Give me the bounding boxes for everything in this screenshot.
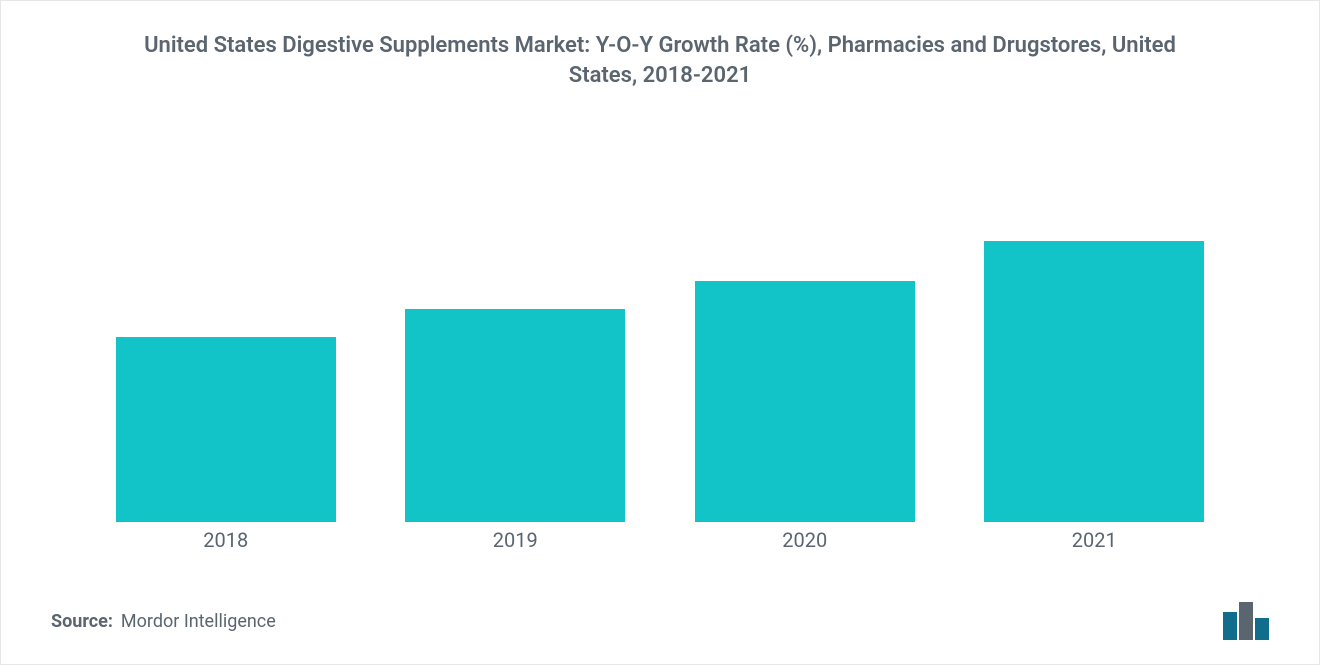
bar-slot [950,120,1240,522]
x-labels-wrap: 2018 2019 2020 2021 [81,522,1239,562]
logo-bar [1255,618,1269,640]
x-label: 2021 [950,522,1240,552]
source-line: Source: Mordor Intelligence [51,611,276,632]
bar-2020 [695,281,915,522]
bar-slot [660,120,950,522]
chart-container: United States Digestive Supplements Mark… [0,0,1320,665]
x-label: 2019 [371,522,661,552]
bar-slot [81,120,371,522]
plot-area: 2018 2019 2020 2021 [51,120,1269,562]
logo-bar [1239,602,1253,640]
x-label: 2018 [81,522,371,552]
footer: Source: Mordor Intelligence [51,572,1269,644]
source-value: Mordor Intelligence [121,611,276,632]
logo-bar [1223,612,1237,640]
brand-logo-icon [1223,602,1269,640]
bar-2018 [116,337,336,522]
bar-2019 [405,309,625,522]
bar-slot [371,120,661,522]
bar-2021 [984,241,1204,522]
x-label: 2020 [660,522,950,552]
chart-title: United States Digestive Supplements Mark… [51,31,1269,90]
source-label: Source: [51,611,113,632]
bars-wrap [81,120,1239,522]
